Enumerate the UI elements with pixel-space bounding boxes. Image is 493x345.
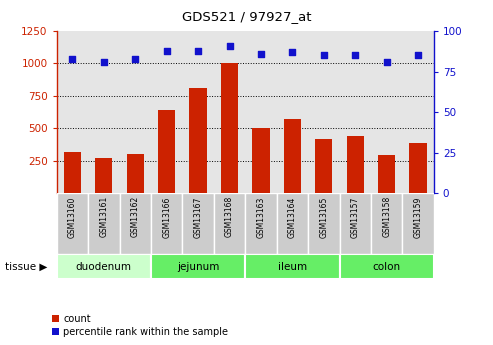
Bar — [214, 31, 246, 193]
Text: GSM13163: GSM13163 — [256, 196, 266, 238]
Bar — [340, 31, 371, 193]
Point — [257, 51, 265, 57]
Text: GSM13157: GSM13157 — [351, 196, 360, 238]
Point — [69, 56, 76, 61]
Bar — [189, 88, 207, 193]
Bar — [371, 193, 402, 254]
Bar — [371, 31, 402, 193]
Bar — [95, 158, 112, 193]
Bar — [57, 31, 88, 193]
Point — [288, 49, 296, 55]
Text: GSM13167: GSM13167 — [194, 196, 203, 238]
Bar — [378, 155, 395, 193]
Bar — [347, 136, 364, 193]
Bar — [284, 119, 301, 193]
Bar — [308, 31, 340, 193]
Text: GSM13168: GSM13168 — [225, 196, 234, 237]
Text: GSM13159: GSM13159 — [414, 196, 423, 238]
Text: GSM13160: GSM13160 — [68, 196, 77, 238]
Point — [320, 52, 328, 58]
Bar — [277, 193, 308, 254]
Bar — [57, 193, 88, 254]
Bar — [151, 193, 182, 254]
Text: ileum: ileum — [278, 262, 307, 272]
Text: GDS521 / 97927_at: GDS521 / 97927_at — [182, 10, 311, 23]
Point — [383, 59, 390, 65]
Bar — [214, 193, 246, 254]
Legend: count, percentile rank within the sample: count, percentile rank within the sample — [52, 314, 228, 337]
Bar — [127, 154, 144, 193]
Bar — [221, 63, 238, 193]
Bar — [151, 31, 182, 193]
Text: GSM13166: GSM13166 — [162, 196, 171, 238]
Text: GSM13162: GSM13162 — [131, 196, 140, 237]
Point — [100, 59, 108, 65]
Bar — [245, 193, 277, 254]
Bar — [57, 254, 151, 279]
Text: tissue ▶: tissue ▶ — [5, 262, 47, 272]
Bar — [88, 31, 119, 193]
Bar — [245, 31, 277, 193]
Point — [414, 52, 422, 58]
Bar — [402, 193, 434, 254]
Text: GSM13161: GSM13161 — [99, 196, 108, 237]
Bar — [158, 110, 176, 193]
Text: GSM13165: GSM13165 — [319, 196, 328, 238]
Bar — [340, 254, 434, 279]
Bar — [182, 31, 214, 193]
Bar — [151, 254, 245, 279]
Point — [226, 43, 234, 48]
Bar — [277, 31, 308, 193]
Bar — [119, 193, 151, 254]
Text: colon: colon — [373, 262, 401, 272]
Bar — [245, 254, 340, 279]
Text: GSM13158: GSM13158 — [382, 196, 391, 237]
Text: duodenum: duodenum — [76, 262, 132, 272]
Text: jejunum: jejunum — [177, 262, 219, 272]
Point — [194, 48, 202, 53]
Text: GSM13164: GSM13164 — [288, 196, 297, 238]
Point — [131, 56, 139, 61]
Bar — [410, 143, 427, 193]
Bar — [340, 193, 371, 254]
Point — [163, 48, 171, 53]
Bar — [119, 31, 151, 193]
Bar — [308, 193, 340, 254]
Bar — [64, 152, 81, 193]
Bar — [182, 193, 214, 254]
Bar — [402, 31, 434, 193]
Point — [352, 52, 359, 58]
Bar — [88, 193, 119, 254]
Bar — [252, 128, 270, 193]
Bar — [315, 139, 332, 193]
